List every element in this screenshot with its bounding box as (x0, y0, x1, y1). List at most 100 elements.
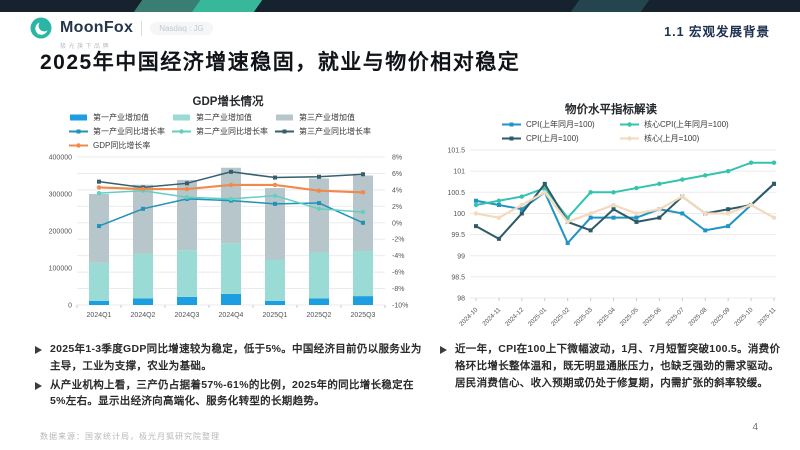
legend-swatch (172, 129, 191, 134)
data-point-marker (726, 224, 731, 229)
bar-segment (265, 300, 285, 305)
legend-swatch (69, 143, 88, 148)
legend-item: 核心CPI(上年同月=100) (620, 119, 760, 130)
x-axis-label: 2025-03 (573, 306, 595, 328)
bar-segment (133, 253, 153, 299)
y-axis-tick-label: 100.5 (447, 190, 465, 197)
legend-swatch (275, 129, 294, 134)
data-point-marker (611, 215, 616, 220)
moonfox-logo-icon (30, 17, 52, 39)
data-point-marker (317, 201, 321, 206)
data-point-marker (703, 228, 708, 233)
bar-segment (221, 293, 241, 305)
bullet-item: 近一年，CPI在100上下微幅波动，1月、7月短暂突破100.5。消费价格环比增… (440, 341, 784, 391)
legend-item: 核心(上月=100) (620, 133, 760, 144)
legend-item: GDP同比增长率 (69, 140, 172, 151)
data-point-marker (473, 202, 479, 208)
legend-swatch (70, 114, 87, 121)
right-axis-tick-label: 0% (392, 220, 402, 227)
bullet-item: 从产业机构上看，三产仍占据着57%-61%的比例，2025年的同比增长稳定在5%… (35, 377, 427, 411)
legend-item: CPI(上年同月=100) (502, 119, 620, 130)
y-axis-tick-label: 99.5 (451, 232, 465, 239)
data-point-marker (771, 160, 777, 165)
top-banner (0, 0, 800, 12)
right-axis-tick-label: 8% (392, 155, 402, 162)
bar-segment (221, 167, 241, 244)
left-axis-tick-label: 400000 (49, 155, 72, 162)
data-point-marker (657, 207, 662, 212)
x-axis-label: 2025-06 (642, 306, 664, 328)
x-axis-label: 2024-11 (481, 306, 502, 327)
gdp-chart-title: GDP增长情况 (192, 96, 264, 108)
page-number: 4 (752, 422, 758, 433)
data-point-marker (361, 220, 365, 225)
legend-label: 第一产业同比增长率 (93, 127, 165, 136)
legend-swatch (173, 114, 190, 121)
legend-swatch (502, 136, 521, 141)
x-axis-label: 2025-10 (733, 306, 755, 328)
legend-label: 第三产业同比增长率 (299, 127, 371, 136)
x-axis-label: 2025-04 (596, 306, 618, 328)
data-point-marker (273, 175, 277, 180)
right-axis-tick-label: 4% (392, 187, 402, 194)
data-point-marker (634, 219, 639, 224)
data-point-marker (703, 173, 708, 178)
nasdaq-badge: Nasdaq : JG (150, 21, 213, 35)
data-point-marker (141, 206, 145, 211)
data-point-marker (229, 169, 233, 174)
category-label: 2024Q3 (175, 312, 200, 319)
legend-item: 第二产业同比增长率 (172, 126, 275, 137)
legend-marker (509, 136, 514, 141)
data-point-marker (611, 202, 616, 208)
data-point-marker (474, 224, 478, 229)
data-point-marker (317, 174, 321, 179)
legend-label: 核心CPI(上年同月=100) (644, 120, 729, 129)
section-label: 1.1 宏观发展背景 (664, 25, 770, 39)
category-label: 2024Q1 (87, 312, 112, 319)
legend-marker (627, 122, 632, 127)
data-point-marker (228, 182, 234, 188)
data-point-marker (611, 207, 616, 212)
right-axis-tick-label: -10% (392, 303, 408, 310)
data-point-marker (96, 185, 102, 190)
cpi-chart-panel: 物价水平指标解读 CPI(上年同月=100) 核心CPI(上年同月=100) CPI… (430, 101, 792, 342)
x-axis-label: 2025-02 (550, 306, 572, 328)
cpi-chart-title: 物价水平指标解读 (565, 104, 657, 116)
legend-marker (627, 136, 632, 141)
bar-segment (309, 178, 329, 253)
logo-divider (141, 20, 143, 36)
category-label: 2025Q1 (263, 312, 288, 319)
category-label: 2024Q2 (131, 312, 156, 319)
data-point-marker (588, 190, 593, 195)
data-point-marker (273, 201, 277, 206)
bar-segment (353, 296, 373, 305)
legend-item: 第三产业增加值 (275, 112, 395, 123)
legend-label: 第二产业同比增长率 (196, 127, 268, 136)
legend-marker (282, 129, 287, 134)
data-point-marker (726, 207, 731, 212)
legend-swatch (620, 122, 639, 127)
data-point-marker (680, 194, 685, 199)
data-point-marker (634, 215, 639, 220)
data-point-marker (360, 209, 366, 215)
footer-source: 数据来源：国家统计局，极光月狐研究院整理 (40, 432, 220, 441)
bar-segment (133, 298, 153, 305)
data-point-marker (611, 190, 616, 195)
left-axis-tick-label: 0 (68, 303, 72, 310)
legend-label: GDP同比增长率 (93, 141, 151, 150)
legend-label: 核心(上月=100) (644, 134, 700, 143)
right-axis-tick-label: -2% (392, 237, 404, 244)
banner-accent-3 (570, 0, 650, 12)
bar-segment (177, 296, 197, 305)
cpi-chart-legend: CPI(上年同月=100) 核心CPI(上年同月=100) CPI(上月=100) 核… (502, 119, 792, 144)
legend-bar-swatch (276, 114, 293, 121)
y-axis-tick-label: 100 (453, 211, 465, 218)
right-axis-tick-label: -8% (392, 286, 404, 293)
bar-segment (265, 188, 285, 260)
legend-bar-swatch (70, 114, 87, 121)
bar-segment (309, 298, 329, 305)
data-point-marker (97, 224, 101, 229)
gdp-chart: 8% 6% 4% 2% 0% -2% -4% -6% -8% -10% 0 100000 200000 3… (49, 155, 409, 320)
data-point-marker (634, 185, 639, 191)
